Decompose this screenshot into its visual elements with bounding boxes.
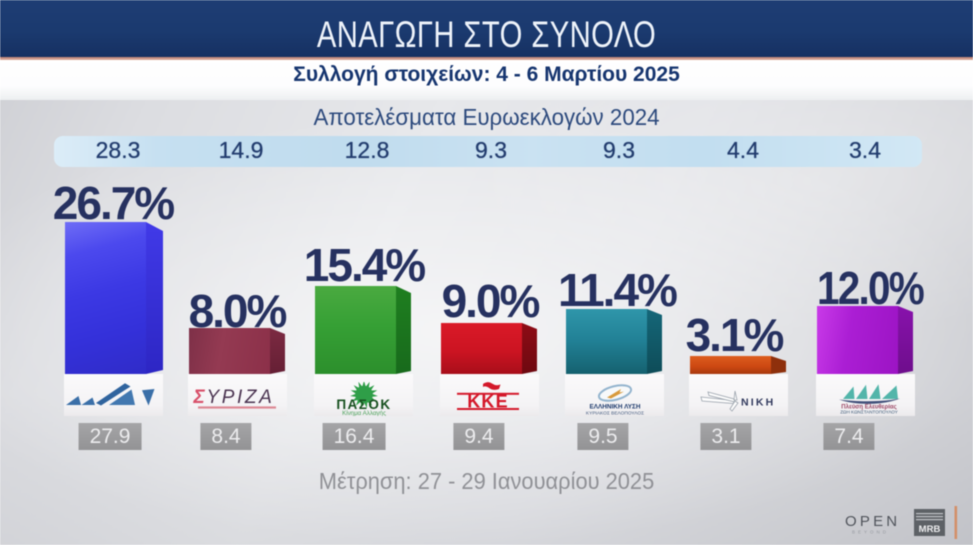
svg-text:MRB: MRB — [919, 524, 941, 535]
svg-text:Κίνημα Αλλαγής: Κίνημα Αλλαγής — [342, 410, 386, 416]
svg-text:Σ: Σ — [193, 387, 206, 408]
svg-text:ΠΑΣΟΚ: ΠΑΣΟΚ — [336, 397, 391, 412]
svg-text:ΖΩΗ ΚΩΝΣΤΑΝΤΟΠΟΥΛΟΥ: ΖΩΗ ΚΩΝΣΤΑΝΤΟΠΟΥΛΟΥ — [840, 410, 898, 415]
svg-text:ΥΡΙΖΑ: ΥΡΙΖΑ — [207, 387, 275, 408]
svg-text:OPEN: OPEN — [845, 513, 900, 530]
svg-text:ΚΥΡΙΑΚΟΣ ΒΕΛΟΠΟΥΛΟΣ: ΚΥΡΙΑΚΟΣ ΒΕΛΟΠΟΥΛΟΣ — [586, 411, 644, 417]
svg-text:ΚΚΕ: ΚΚΕ — [467, 392, 509, 412]
svg-text:ΝΙΚΗ: ΝΙΚΗ — [741, 397, 775, 409]
svg-text:BEYOND: BEYOND — [852, 530, 889, 535]
svg-text:Πλεύση Ελευθερίας: Πλεύση Ελευθερίας — [841, 405, 896, 411]
svg-text:ΕΛΛΗΝΙΚΗ ΛΥΣΗ: ΕΛΛΗΝΙΚΗ ΛΥΣΗ — [590, 404, 641, 411]
